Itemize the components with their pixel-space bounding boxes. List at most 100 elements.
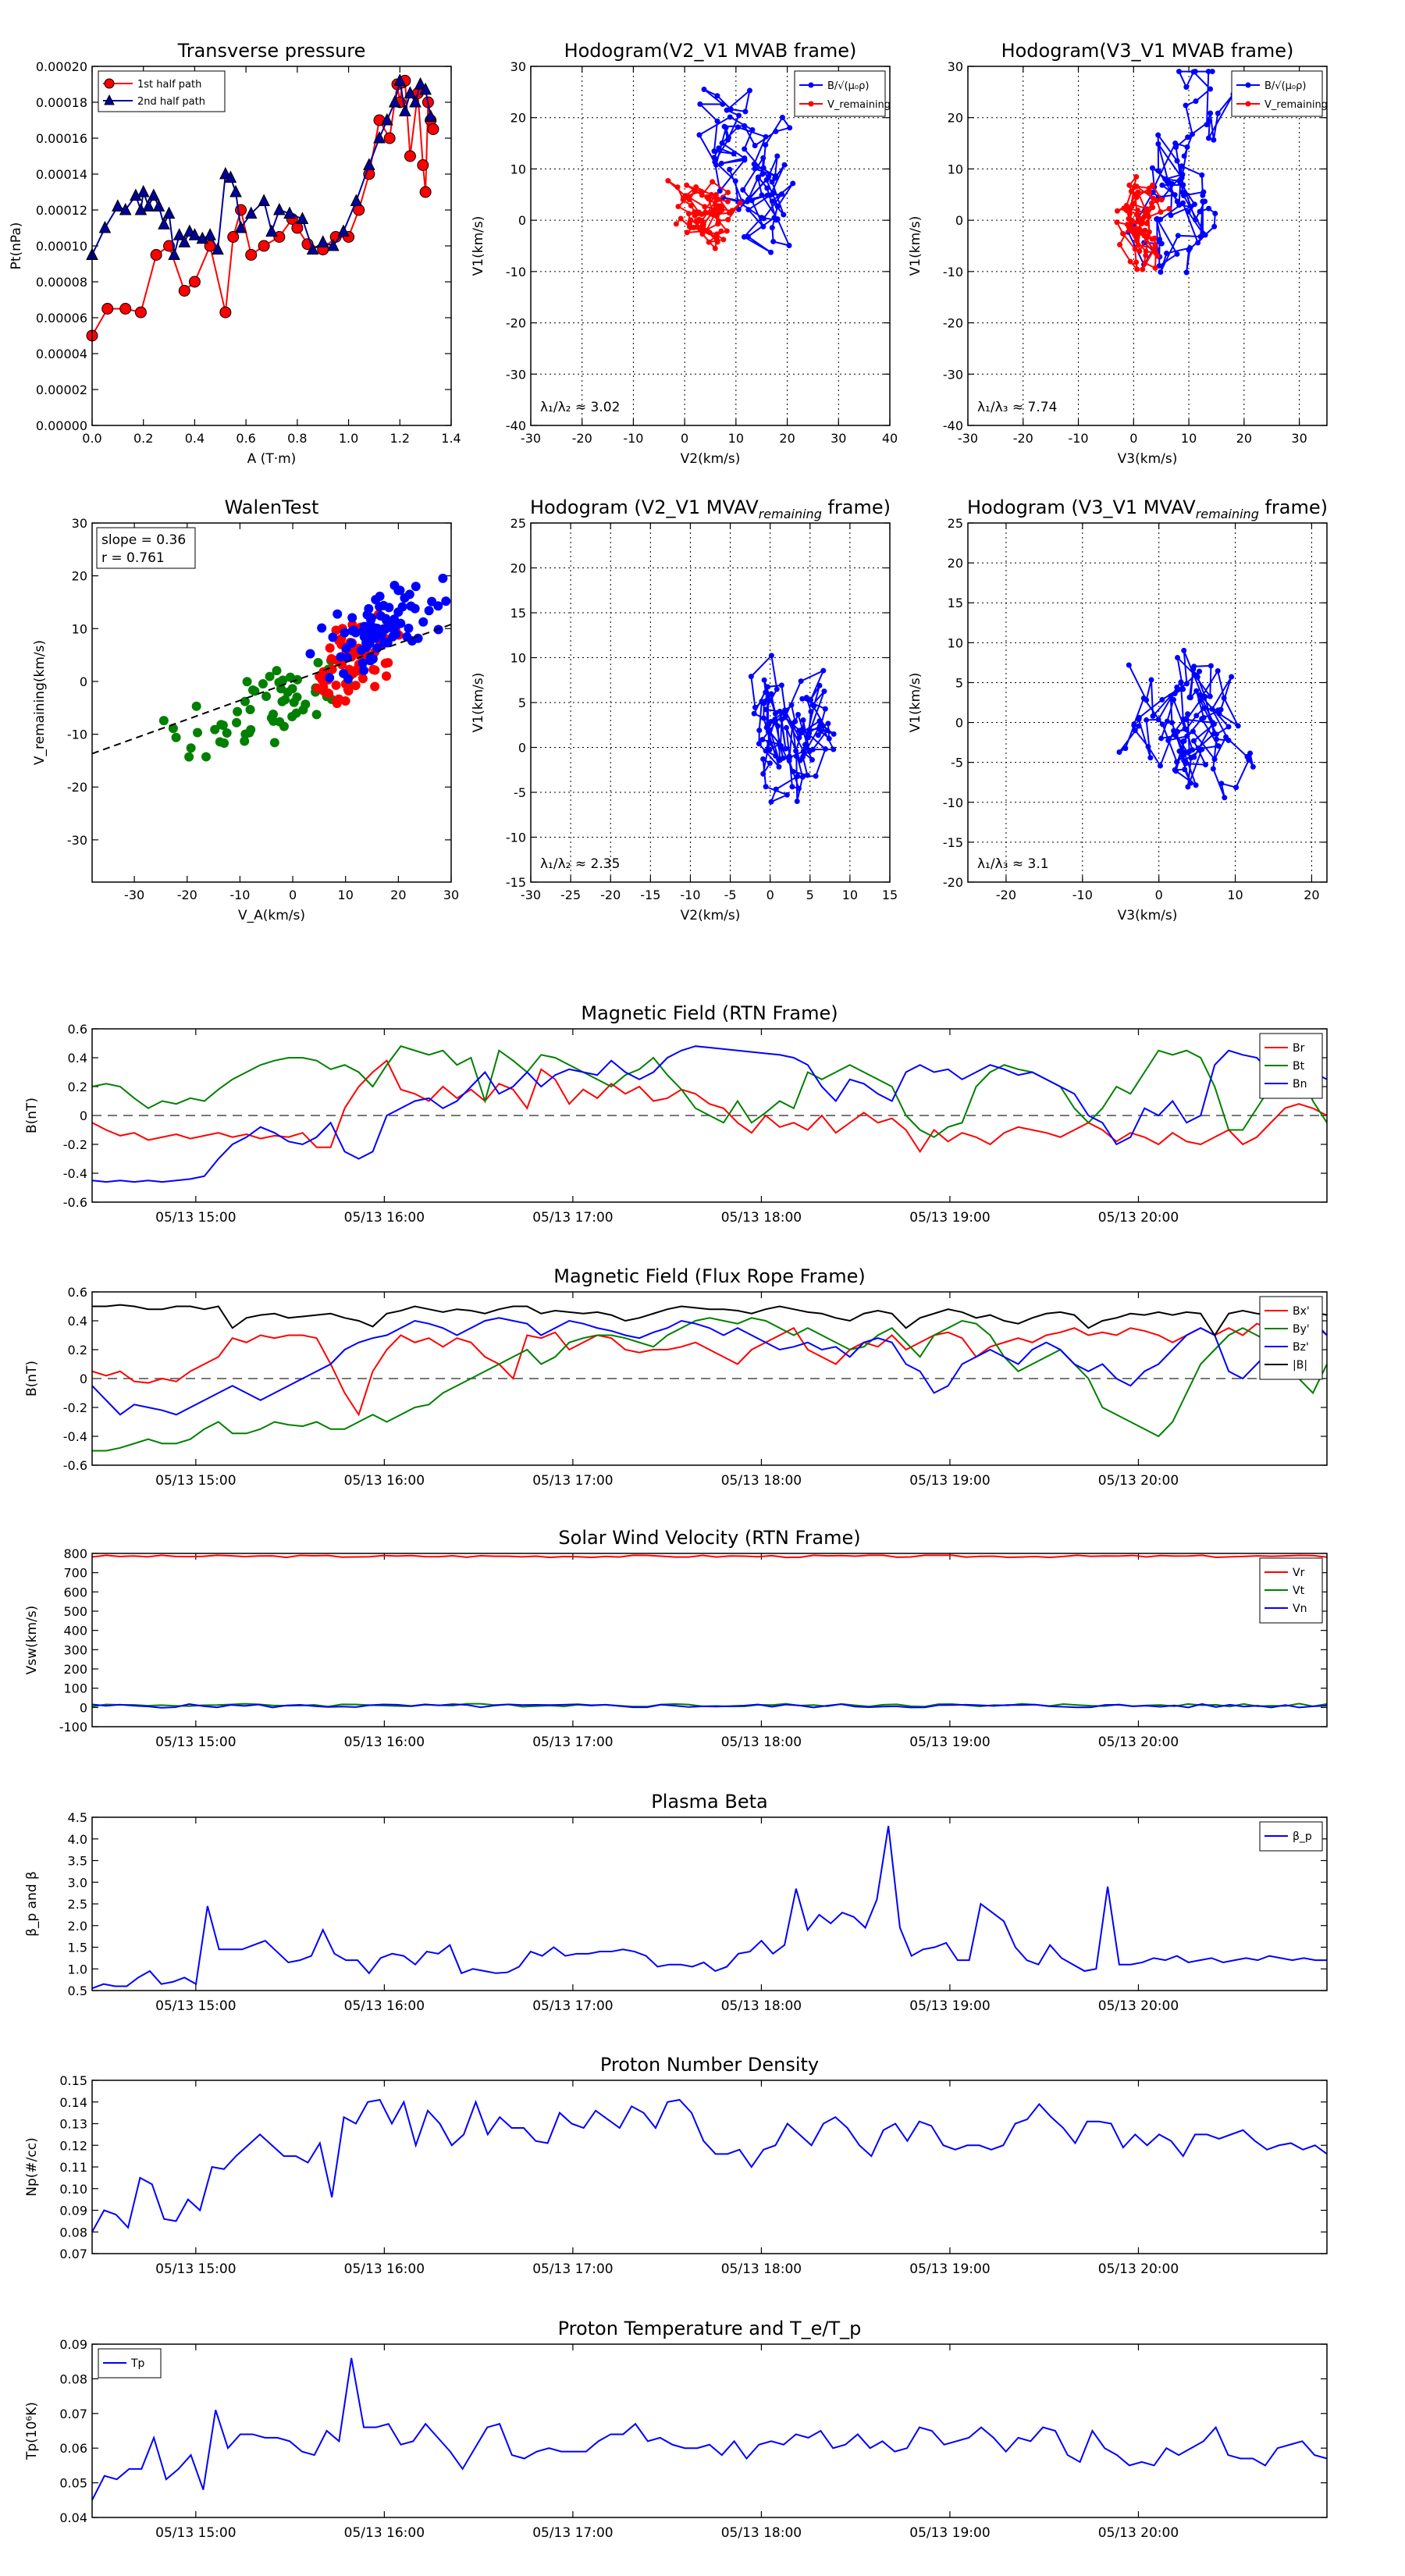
x-tick-label: -20 — [572, 431, 592, 446]
hodogram-point — [1158, 197, 1165, 203]
title-subscript: remaining — [759, 507, 822, 521]
stats-box — [96, 527, 196, 569]
y-tick-label: 15 — [948, 596, 963, 610]
hodogram-point — [1215, 110, 1221, 116]
title-part: Hodogram (V2_V1 MVAV — [530, 496, 759, 518]
data-point — [163, 240, 176, 252]
hodogram-point — [1129, 201, 1136, 208]
y-tick-label: -10 — [67, 728, 87, 742]
hodogram-point — [1225, 724, 1232, 730]
data-point — [404, 150, 416, 162]
y-tick-label: 4.0 — [68, 1832, 87, 1847]
hodogram-point — [1136, 248, 1143, 254]
data-point — [417, 159, 429, 171]
data-point — [258, 194, 270, 206]
x-tick-label: 05/13 18:00 — [721, 1473, 802, 1489]
axes-box — [91, 66, 452, 426]
hodogram-point — [767, 747, 773, 753]
hodogram-point — [822, 746, 828, 753]
hodogram-point — [752, 165, 758, 172]
hodogram-point — [745, 207, 752, 213]
hodogram-point — [680, 197, 686, 203]
legend-box — [794, 70, 886, 117]
y-tick-label: 5 — [955, 675, 963, 690]
panel-title: Magnetic Field (Flux Rope Frame) — [553, 1265, 865, 1287]
hodogram-point — [714, 118, 720, 124]
data-point — [414, 76, 427, 90]
hodogram-point — [693, 184, 699, 190]
hodogram-point — [713, 192, 719, 198]
hodogram-point — [742, 109, 749, 115]
hodogram-point — [665, 178, 671, 184]
hodogram-point — [711, 155, 717, 161]
walen-point-1 — [272, 666, 282, 676]
hodogram-point — [1155, 132, 1161, 138]
axes-box — [91, 522, 452, 883]
y-axis-label: Vsw(km/s) — [24, 1606, 40, 1675]
y-tick-label: 20 — [948, 556, 963, 571]
walen-point-3 — [391, 629, 401, 639]
walen-point-3 — [382, 615, 392, 625]
panel-hodo3: Hodogram (V2_V1 MVAVremaining frame)-15-… — [471, 496, 898, 923]
hodogram-point — [767, 760, 773, 767]
walen-point-1 — [258, 678, 268, 688]
walen-point-3 — [424, 606, 434, 616]
legend-marker — [1245, 101, 1251, 107]
data-point — [98, 220, 112, 233]
walen-point-3 — [418, 617, 429, 627]
hodogram-point — [1133, 173, 1140, 180]
hodogram-point — [724, 198, 731, 205]
y-tick-label: 0 — [80, 674, 87, 689]
y-tick-label: 0.6 — [68, 1022, 87, 1037]
hodogram-point — [780, 755, 786, 761]
y-tick-label: -30 — [943, 367, 963, 382]
hodogram-point — [1213, 736, 1219, 742]
hodogram-point — [737, 200, 743, 206]
hodogram-point — [1210, 766, 1216, 772]
y-tick-label: 0.00020 — [36, 59, 87, 74]
y-tick-label: 0 — [80, 1700, 87, 1715]
hodogram-point — [1197, 697, 1204, 703]
walen-point-1 — [233, 706, 243, 717]
panel-title: Solar Wind Velocity (RTN Frame) — [558, 1527, 860, 1549]
axes-box — [91, 1291, 1328, 1466]
x-tick-label: 0.8 — [287, 431, 307, 446]
hodogram-point — [1193, 98, 1199, 105]
data-point — [148, 188, 160, 201]
hodogram-point — [1158, 269, 1164, 276]
y-tick-label: -100 — [59, 1720, 87, 1735]
panel-tp: Proton Temperature and T_e/T_p 0.04 0.05 0.… — [24, 2318, 1328, 2541]
y-tick-label: 0.6 — [68, 1285, 87, 1300]
panel-title: Magnetic Field (RTN Frame) — [581, 1002, 838, 1024]
y-tick-label: -0.4 — [63, 1429, 87, 1444]
legend: Bx' By' Bz' |B| — [1259, 1296, 1323, 1380]
series-line-2 — [91, 1045, 1328, 1138]
fit-line — [91, 623, 452, 755]
hodogram-point — [741, 234, 747, 240]
hodogram-point — [1114, 208, 1120, 214]
r-text: r = 0.761 — [101, 550, 165, 566]
y-tick-label: -0.2 — [63, 1400, 87, 1415]
x-tick-label: 05/13 16:00 — [344, 1998, 425, 2014]
data-point — [178, 285, 190, 297]
hodogram-point — [1221, 695, 1227, 701]
walen-point-1 — [269, 738, 279, 748]
walen-point-1 — [276, 684, 286, 694]
hodogram-point — [809, 756, 815, 763]
panel-hodo1: Hodogram(V2_V1 MVAB frame)-40-30-20-1001… — [471, 40, 898, 467]
x-tick-label: 05/13 18:00 — [721, 1998, 802, 2014]
walen-point-3 — [305, 649, 315, 659]
x-tick-label: 05/13 18:00 — [721, 2525, 802, 2541]
hodogram-point — [1183, 681, 1190, 687]
hodogram-point — [1135, 189, 1141, 195]
data-point — [373, 130, 386, 144]
walen-point-1 — [285, 672, 295, 682]
data-point — [119, 303, 132, 315]
hodogram-point — [760, 715, 767, 721]
hodogram-point — [1151, 245, 1158, 251]
eigenvalue-ratio: λ₁/λ₂ ≈ 3.02 — [540, 400, 620, 415]
hodogram-point — [751, 161, 757, 167]
y-tick-label: 20 — [510, 561, 526, 576]
hodogram-point — [1150, 182, 1156, 188]
legend-label: By' — [1293, 1323, 1310, 1336]
